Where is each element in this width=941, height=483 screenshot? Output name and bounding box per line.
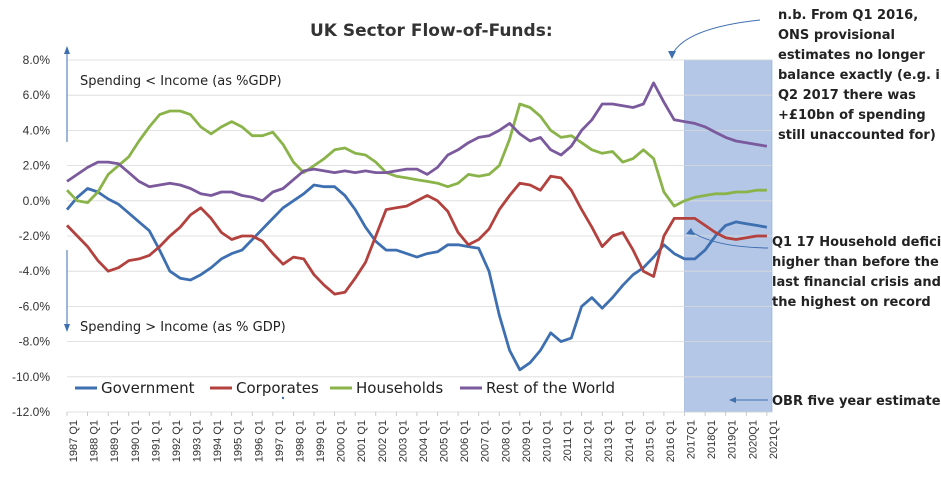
household-arrow-head xyxy=(686,228,695,235)
series-line-households xyxy=(65,102,767,208)
note-line: ONS provisional xyxy=(778,28,895,43)
legend-label: Households xyxy=(356,379,443,397)
legend-label: Government xyxy=(101,379,195,397)
y-tick-label: -4.0% xyxy=(19,264,51,278)
x-tick-label: 1991 Q1 xyxy=(150,420,162,462)
household-note-line: the highest on record xyxy=(772,295,931,310)
household-note-line: last financial crisis and xyxy=(772,275,941,290)
x-tick-label: 1997 Q1 xyxy=(274,420,286,462)
provisional-note: n.b. From Q1 2016, ONS provisional estimat… xyxy=(778,8,941,143)
household-arrow xyxy=(691,231,769,249)
series-line-rest-of-the-world xyxy=(66,81,768,203)
y-tick-label: 8.0% xyxy=(23,53,51,67)
x-tick-label: 2008 Q1 xyxy=(500,420,512,462)
x-tick-label: 2014 Q1 xyxy=(624,420,636,462)
x-tick-label: 2002 Q1 xyxy=(377,420,389,462)
x-tick-label: 1993 Q1 xyxy=(192,420,204,462)
chart-title: UK Sector Flow-of-Funds: xyxy=(310,21,553,41)
x-tick-label: 1992 Q1 xyxy=(171,420,183,462)
x-tick-label: 1987 Q1 xyxy=(68,420,80,462)
x-tick-label: 2016 Q1 xyxy=(665,420,677,462)
household-note-line: Q1 17 Household deficit xyxy=(772,235,941,250)
spending-less-label: Spending < Income (as %GDP) xyxy=(80,74,282,89)
x-tick-label: 1998 Q1 xyxy=(294,420,306,462)
series-line-corporates xyxy=(65,174,767,296)
x-tick-label: 2011 Q1 xyxy=(562,420,574,461)
x-tick-label: 2020Q1 xyxy=(747,420,759,459)
x-tick-label: 1999 Q1 xyxy=(315,420,327,462)
y-tick-label: -6.0% xyxy=(19,299,51,313)
x-tick-label: 2000 Q1 xyxy=(336,420,348,462)
x-tick-label: 2004 Q1 xyxy=(418,420,430,462)
note-line: still unaccounted for) xyxy=(778,128,936,143)
y-tick-label: 6.0% xyxy=(23,88,51,102)
obr-label: OBR five year estimates xyxy=(772,394,941,409)
y-tick-label: 2.0% xyxy=(23,159,51,173)
spending-more-label: Spending > Income (as % GDP) xyxy=(80,320,286,335)
x-tick-label: 1996 Q1 xyxy=(253,420,265,462)
x-tick-label: 1990 Q1 xyxy=(130,420,142,462)
x-tick-label: 2001 Q1 xyxy=(356,420,368,462)
y-tick-label: -12.0% xyxy=(12,405,50,419)
y-tick-label: -2.0% xyxy=(19,229,51,243)
x-tick-label: 1995 Q1 xyxy=(233,420,245,462)
note-arrow-head xyxy=(668,51,676,59)
x-tick-label: 2005 Q1 xyxy=(439,420,451,462)
x-tick-label: 2009 Q1 xyxy=(521,420,533,462)
y-tick-label: -10.0% xyxy=(12,370,50,384)
x-tick-label: 1989 Q1 xyxy=(109,420,121,462)
y-tick-label: 4.0% xyxy=(23,123,51,137)
note-arrow xyxy=(671,19,761,56)
x-tick-label: 2019Q1 xyxy=(727,420,739,459)
legend-label: Corporates xyxy=(236,379,319,397)
legend-label: Rest of the World xyxy=(486,379,615,397)
household-note: Q1 17 Household deficit higher than befor… xyxy=(772,235,941,310)
note-line: balance exactly (e.g. in xyxy=(778,68,941,83)
note-line: Q2 2017 there was xyxy=(778,88,916,103)
note-line: estimates no longer xyxy=(778,48,925,63)
series-line-government xyxy=(65,183,768,372)
x-tick-label: 2015 Q1 xyxy=(644,420,656,462)
x-tick-label: 1994 Q1 xyxy=(212,420,224,462)
note-line: +£10bn of spending xyxy=(778,108,926,123)
x-tick-label: 2003 Q1 xyxy=(397,420,409,462)
obr-arrow-head xyxy=(729,397,736,403)
x-tick-label: 2017Q1 xyxy=(686,420,698,459)
x-tick-label: 2021Q1 xyxy=(768,420,780,459)
x-tick-label: 2012 Q1 xyxy=(583,420,595,462)
x-tick-label: 2006 Q1 xyxy=(459,420,471,462)
household-note-line: higher than before the xyxy=(772,255,939,270)
y-tick-label: 0.0% xyxy=(23,194,51,208)
x-tick-label: 2013 Q1 xyxy=(603,420,615,462)
note-line: n.b. From Q1 2016, xyxy=(778,8,918,23)
direction-arrow xyxy=(64,46,70,332)
x-tick-label: 2007 Q1 xyxy=(480,420,492,462)
x-tick-label: 1988 Q1 xyxy=(89,420,101,462)
legend: Government Corporates Households Rest of th… xyxy=(75,379,615,397)
stray-dot xyxy=(281,396,285,400)
y-tick-label: -8.0% xyxy=(19,335,51,349)
x-tick-label: 2018Q1 xyxy=(706,420,718,459)
x-tick-label: 2010 Q1 xyxy=(541,420,553,462)
